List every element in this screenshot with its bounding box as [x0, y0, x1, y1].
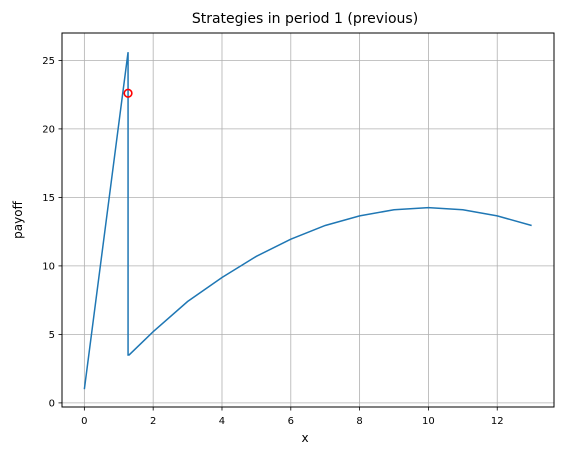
y-tick-label: 20: [42, 124, 55, 135]
x-tick-label: 0: [81, 416, 87, 427]
x-tick-label: 2: [150, 416, 156, 427]
grid: [62, 33, 554, 407]
highlight-marker: [123, 88, 133, 98]
y-tick-label: 5: [49, 330, 55, 341]
x-axis-label: x: [301, 431, 308, 445]
series-line: [83, 52, 532, 390]
x-tick-label: 6: [288, 416, 294, 427]
y-tick-label: 15: [42, 193, 55, 204]
y-tick-label: 0: [49, 398, 55, 409]
x-tick-label: 10: [422, 416, 435, 427]
series-layer: [83, 52, 532, 390]
y-axis-label: payoff: [11, 200, 25, 238]
plot-frame: [61, 32, 555, 408]
y-tick-label: 25: [42, 56, 55, 67]
marker-layer: [123, 88, 133, 98]
y-tick-label: 10: [42, 261, 55, 272]
x-tick-label: 8: [356, 416, 362, 427]
chart-title: Strategies in period 1 (previous): [192, 11, 418, 27]
x-tick-label: 12: [491, 416, 504, 427]
ticks: 0 2 4 6 8 10 12 0 5 10 15 20 25: [42, 56, 503, 427]
x-tick-label: 4: [219, 416, 225, 427]
